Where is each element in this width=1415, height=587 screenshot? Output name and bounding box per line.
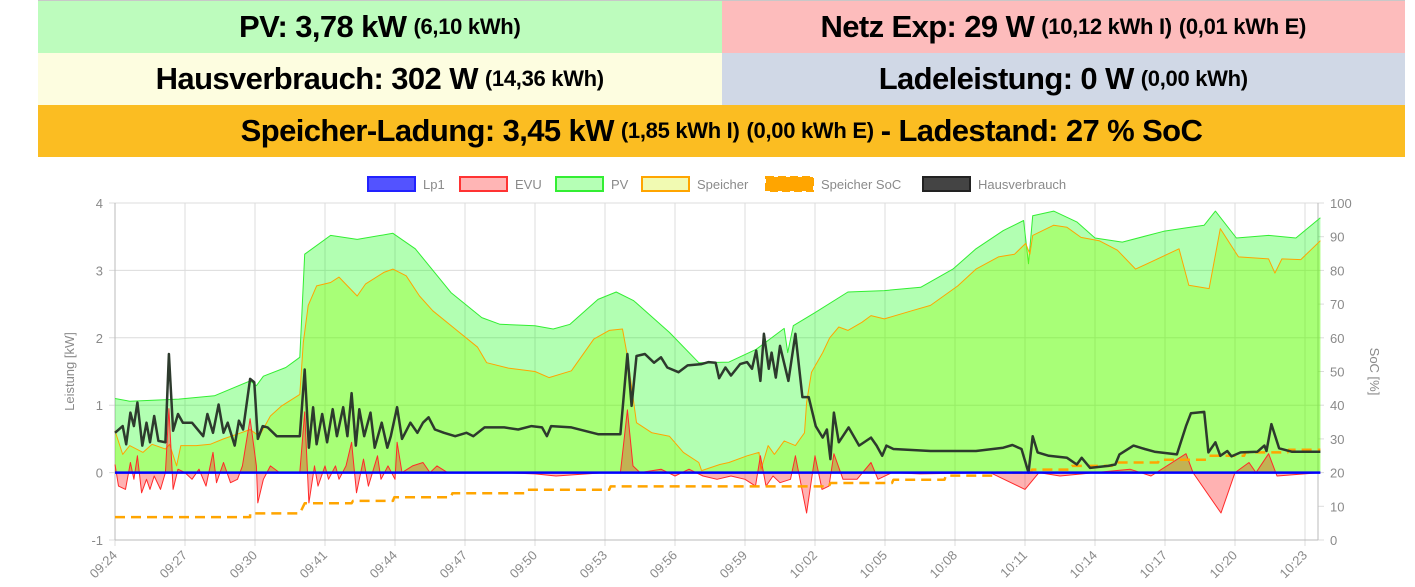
charging-energy: (0,00 kWh)	[1140, 66, 1248, 91]
legend-item-pv: PV	[555, 176, 629, 192]
legend-swatch	[459, 176, 508, 192]
y2-tick-label: 30	[1330, 432, 1344, 447]
legend-item-speicher-soc: Speicher SoC	[765, 176, 901, 192]
y-tick-label: 0	[96, 466, 103, 481]
legend-swatch	[367, 176, 416, 192]
x-tick-label: 09:47	[437, 548, 471, 582]
x-tick-label: 10:05	[857, 548, 891, 582]
grid-power: Netz Exp: 29 W	[820, 9, 1035, 44]
x-tick-label: 09:50	[507, 548, 541, 582]
x-tick-label: 10:17	[1137, 548, 1171, 582]
pv-line	[114, 210, 1321, 402]
legend-label: Hausverbrauch	[978, 177, 1066, 192]
legend-item-speicher: Speicher	[641, 176, 749, 192]
y2-tick-label: 40	[1330, 398, 1344, 413]
pv-power: PV: 3,78 kW	[239, 9, 407, 44]
x-tick-label: 09:44	[367, 548, 401, 582]
status-summary: PV: 3,78 kW (6,10 kWh) Netz Exp: 29 W (1…	[38, 0, 1405, 157]
grid-export: (0,01 kWh E)	[1178, 14, 1307, 39]
legend-label: EVU	[515, 177, 542, 192]
grid-import: (10,12 kWh I)	[1041, 14, 1172, 39]
x-tick-label: 10:11	[997, 548, 1030, 581]
y-tick-label: 2	[96, 331, 103, 346]
speicher-line	[114, 224, 1321, 472]
speicher-soc-line	[115, 448, 1321, 519]
x-tick-label: 09:41	[297, 548, 331, 582]
y2-tick-label: 80	[1330, 263, 1344, 278]
pv-area	[115, 211, 1321, 473]
legend-label: Speicher	[697, 177, 749, 192]
legend-swatch	[555, 176, 604, 192]
grid-status: Netz Exp: 29 W (10,12 kWh I) (0,01 kWh E…	[721, 1, 1405, 53]
y2-tick-label: 90	[1330, 230, 1344, 245]
y-axis-title: Leistung [kW]	[62, 332, 77, 411]
y2-tick-label: 50	[1330, 365, 1344, 380]
y2-tick-label: 20	[1330, 466, 1344, 481]
y-tick-label: -1	[91, 533, 103, 548]
pv-energy: (6,10 kWh)	[413, 14, 521, 39]
legend-label: Speicher SoC	[821, 177, 901, 192]
x-tick-label: 10:20	[1207, 548, 1241, 582]
charging-status: Ladeleistung: 0 W (0,00 kWh)	[721, 53, 1405, 105]
speicher-area	[115, 225, 1321, 473]
y-tick-label: 3	[96, 263, 103, 278]
battery-status: Speicher-Ladung: 3,45 kW (1,85 kWh I) (0…	[38, 105, 1405, 157]
legend-item-hausverbrauch: Hausverbrauch	[922, 176, 1066, 192]
x-tick-label: 10:14	[1067, 548, 1101, 582]
legend-item-lp1: Lp1	[367, 176, 445, 192]
house-consumption-status: Hausverbrauch: 302 W (14,36 kWh)	[38, 53, 722, 105]
x-tick-label: 09:56	[647, 548, 681, 582]
hausverbrauch-line	[114, 332, 1321, 474]
house-energy: (14,36 kWh)	[484, 66, 604, 91]
y2-tick-label: 100	[1330, 196, 1352, 211]
chart-legend: Lp1 EVU PV Speicher Speicher SoC Hausverbrauc…	[367, 176, 1066, 192]
status-row-1: PV: 3,78 kW (6,10 kWh) Netz Exp: 29 W (1…	[38, 1, 1405, 53]
y-tick-label: 1	[96, 398, 103, 413]
x-tick-label: 10:02	[787, 548, 821, 582]
pv-status: PV: 3,78 kW (6,10 kWh)	[38, 1, 722, 53]
y2-tick-label: 70	[1330, 297, 1344, 312]
y2-tick-label: 0	[1330, 533, 1337, 548]
x-tick-label: 09:59	[717, 548, 751, 582]
x-tick-label: 09:27	[157, 548, 191, 582]
legend-label: PV	[611, 177, 629, 192]
y2-tick-label: 10	[1330, 499, 1344, 514]
x-tick-label: 09:24	[87, 548, 121, 582]
battery-import: (1,85 kWh I)	[620, 118, 740, 143]
status-row-3: Speicher-Ladung: 3,45 kW (1,85 kWh I) (0…	[38, 105, 1405, 157]
chart-series	[114, 210, 1321, 519]
legend-label: Lp1	[423, 177, 445, 192]
x-tick-label: 10:08	[927, 548, 961, 582]
charging-power: Ladeleistung: 0 W	[878, 61, 1135, 96]
house-power: Hausverbrauch: 302 W	[155, 61, 479, 96]
y2-axis-title: SoC [%]	[1367, 348, 1382, 396]
battery-power: Speicher-Ladung: 3,45 kW	[240, 113, 615, 148]
legend-swatch	[641, 176, 690, 192]
legend-swatch	[765, 176, 814, 192]
x-tick-label: 10:23	[1277, 548, 1311, 582]
battery-export: (0,00 kWh E)	[746, 118, 875, 143]
x-tick-label: 09:53	[577, 548, 611, 582]
y-tick-label: 4	[96, 196, 103, 211]
legend-item-evu: EVU	[459, 176, 542, 192]
battery-soc: - Ladestand: 27 % SoC	[880, 113, 1203, 148]
legend-swatch	[922, 176, 971, 192]
status-row-2: Hausverbrauch: 302 W (14,36 kWh) Ladelei…	[38, 53, 1405, 105]
x-tick-label: 09:30	[227, 548, 261, 582]
y2-tick-label: 60	[1330, 331, 1344, 346]
